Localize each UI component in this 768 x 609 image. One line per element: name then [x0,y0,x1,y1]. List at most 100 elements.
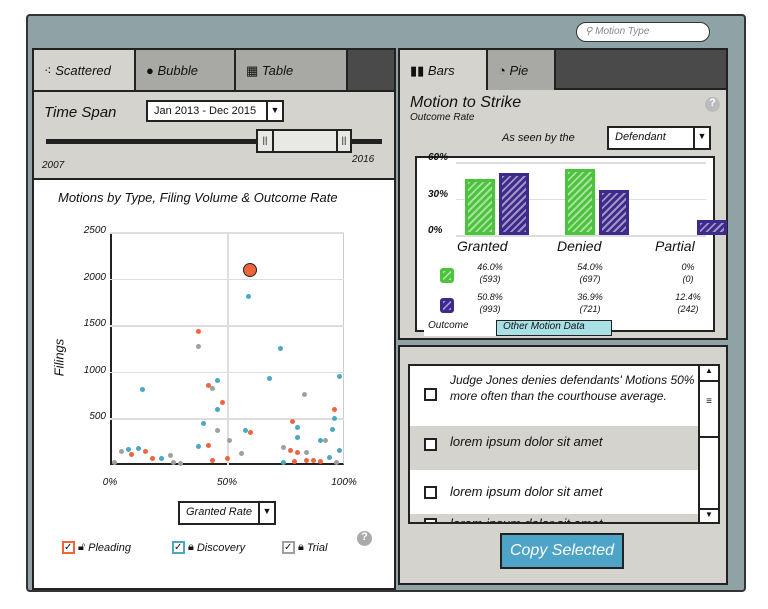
scroll-up-icon[interactable]: ▲ [700,366,718,382]
scroll-down-icon[interactable]: ▼ [700,508,718,522]
search-input[interactable]: ⚲ Motion Type [576,22,710,42]
data-point[interactable] [128,451,134,457]
data-point[interactable] [215,428,221,434]
outcome-panel: ▮▮ Bars ◔ Pie Motion to Strike Outcome R… [398,48,728,340]
data-point[interactable] [266,376,272,382]
tab-bubble[interactable]: ● Bubble [136,50,236,90]
data-point[interactable] [158,456,164,462]
data-point[interactable] [304,450,310,455]
data-point[interactable] [311,457,317,463]
data-point[interactable] [112,460,118,466]
data-point[interactable] [140,387,146,392]
data-point[interactable] [210,385,216,391]
checkbox[interactable]: ✓ [282,541,295,554]
time-span-select[interactable]: Jan 2013 - Dec 2015 ▼ [146,100,284,122]
slider-handle-end[interactable]: || [336,131,350,151]
copy-selected-button[interactable]: Copy Selected [500,533,624,569]
slider-end-label: 2016 [352,154,375,165]
data-point[interactable] [280,445,286,451]
checkbox[interactable] [424,518,437,522]
checkbox[interactable]: ✓ [172,541,185,554]
list-item[interactable]: Judge Jones denies defendants' Motions 5… [410,366,698,426]
data-point[interactable] [322,438,328,444]
scrollbar[interactable]: ▲ ≡ ▼ [698,366,718,522]
data-point[interactable] [243,262,258,277]
data-point[interactable] [177,460,183,466]
list-item[interactable]: lorem ipsum dolor sit amet [410,426,698,470]
y-tick-label: 1500 [83,318,106,330]
data-point[interactable] [135,446,141,452]
checkbox[interactable] [424,388,437,401]
data-point[interactable] [196,444,202,450]
data-point[interactable] [142,448,148,454]
data-point[interactable] [215,377,221,383]
tab-scattered[interactable]: ⁖ Scattered [34,50,136,90]
legend: ✓ 🔓︎ Pleading ✓ 🔒︎ Discovery ✓ 🔒︎ Trial [62,541,362,561]
legend-label: Pleading [88,541,131,554]
data-point[interactable] [292,459,298,465]
perspective-select[interactable]: Defendant ▼ [607,126,711,150]
data-point[interactable] [201,420,207,426]
data-point[interactable] [126,447,132,453]
data-point[interactable] [245,293,251,299]
chart-title: Motions by Type, Filing Volume & Outcome… [58,190,338,205]
data-point[interactable] [290,418,296,424]
legend-item-pleading[interactable]: ✓ 🔓︎ Pleading [62,541,131,554]
help-icon[interactable]: ? [705,97,720,112]
data-point[interactable] [280,459,286,465]
data-point[interactable] [287,448,293,454]
checkbox[interactable]: ✓ [62,541,75,554]
list-item[interactable]: lorem ipsum dolor sit amet [410,514,698,522]
data-point[interactable] [243,427,249,433]
data-point[interactable] [318,459,324,465]
data-point[interactable] [332,406,338,412]
tab-table[interactable]: ▦ Table [236,50,348,90]
time-slider-track[interactable] [46,139,382,144]
data-point[interactable] [196,344,202,350]
data-point[interactable] [226,438,232,444]
checkbox[interactable] [424,438,437,451]
list-item[interactable]: lorem ipsum dolor sit amet [410,470,698,514]
x-axis-select[interactable]: Granted Rate ▼ [178,501,276,525]
data-point[interactable] [294,450,300,456]
data-point[interactable] [210,457,216,463]
tab-outcome[interactable]: Outcome [424,320,496,336]
data-point[interactable] [334,459,340,465]
legend-item-discovery[interactable]: ✓ 🔒︎ Discovery [172,541,245,554]
tab-pie[interactable]: ◔ Pie [488,50,556,90]
slider-handle-start[interactable]: || [258,131,274,151]
data-point[interactable] [149,455,155,461]
data-point[interactable] [205,443,211,449]
legend-item-trial[interactable]: ✓ 🔒︎ Trial [282,541,327,554]
data-point[interactable] [238,450,244,456]
data-point[interactable] [327,455,333,461]
x-axis-select-value: Granted Rate [186,506,253,518]
data-point[interactable] [219,400,225,406]
data-point[interactable] [168,452,174,458]
data-point[interactable] [336,374,342,380]
data-point[interactable] [170,460,176,466]
data-point[interactable] [304,458,310,464]
data-point[interactable] [294,425,300,431]
data-point[interactable] [196,329,202,335]
data-point[interactable] [318,438,324,444]
table-icon: ▦ [246,63,262,78]
data-point[interactable] [205,383,211,389]
data-point[interactable] [119,449,125,455]
tab-other-motion-data[interactable]: Other Motion Data [496,320,612,336]
help-icon[interactable]: ? [357,531,372,546]
data-point[interactable] [332,415,338,421]
data-point[interactable] [278,345,284,351]
data-point[interactable] [247,430,253,436]
checkbox[interactable] [424,486,437,499]
data-point[interactable] [294,435,300,441]
data-point[interactable] [215,406,221,412]
data-point[interactable] [336,448,342,454]
tab-bars[interactable]: ▮▮ Bars [400,50,488,90]
data-point[interactable] [301,391,307,397]
scroll-thumb[interactable]: ≡ [700,382,718,438]
perspective-value: Defendant [615,131,666,143]
data-point[interactable] [224,456,230,462]
time-slider-range[interactable]: || || [256,129,352,153]
data-point[interactable] [329,426,335,432]
